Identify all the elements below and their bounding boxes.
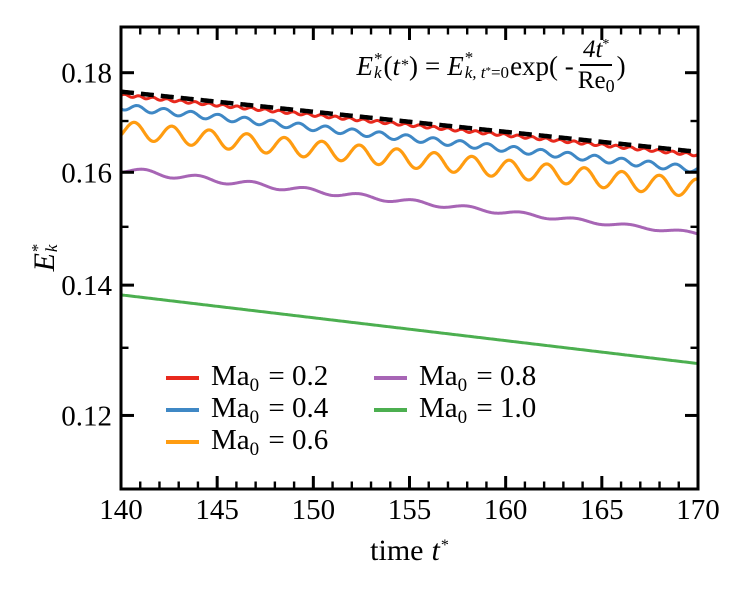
y-tick-label: 0.16 [61,157,112,189]
legend-swatch-ma-1.0 [374,408,407,412]
eq-open-paren: ( [383,50,393,81]
legend-item-ma-0.2: Ma0 = 0.2 [166,359,374,396]
y-tick-label: 0.12 [61,400,112,432]
x-tick-label: 140 [99,494,143,526]
eq-lhs-supsub: * k [373,48,383,82]
curve-ma-0.8 [121,167,698,236]
legend-item-ma-1.0: Ma0 = 1.0 [374,391,537,428]
x-tick-label: 145 [195,494,239,526]
x-tick-label: 170 [676,494,720,526]
legend: Ma0 = 0.2 Ma0 = 0.4 Ma0 = 0.6 Ma0 = 0.8 … [166,359,537,460]
x-tick-label: 155 [388,494,432,526]
legend-label: Ma0 = 1.0 [419,391,537,428]
x-axis-label: time t* [370,534,449,567]
x-tick-label: 150 [292,494,336,526]
legend-label: Ma0 = 0.8 [419,359,537,396]
legend-column-2: Ma0 = 0.8 Ma0 = 1.0 [374,359,537,458]
curve-ma-0.2 [121,92,698,158]
eq-rhs-supsub: * k, t*=0 [464,48,510,82]
legend-item-ma-0.4: Ma0 = 0.4 [166,391,374,428]
eq-end-paren: ) [616,50,626,81]
legend-item-ma-0.6: Ma0 = 0.6 [166,423,374,460]
legend-swatch-ma-0.6 [166,440,199,444]
curve-ma-0.4 [121,104,698,174]
x-tick-label: 160 [484,494,528,526]
eq-close-paren: ) [408,50,418,81]
curve-ma-1.0 [121,293,698,366]
legend-swatch-ma-0.2 [166,376,199,380]
eq-fraction: 4t* Re0 [577,35,615,96]
curve-ma-0.6 [121,120,698,198]
legend-label: Ma0 = 0.2 [211,359,329,396]
legend-item-ma-0.8: Ma0 = 0.8 [374,359,537,396]
eq-lhs-E: E [356,50,373,81]
x-tick-label: 165 [580,494,624,526]
eq-rhs-E: E [447,50,464,81]
legend-label: Ma0 = 0.4 [211,391,329,428]
y-axis-label: E * k [27,243,62,272]
eq-equals: = [424,50,441,81]
legend-column-1: Ma0 = 0.2 Ma0 = 0.4 Ma0 = 0.6 [166,359,374,460]
legend-label: Ma0 = 0.6 [211,423,329,460]
decay-equation: E * k(t *) = E * k, t*=0 exp( -4t* Re0) [356,35,626,96]
curve-theory [121,89,698,155]
eq-exp: exp( - [510,50,574,81]
plot-border [119,25,700,491]
y-tick-label: 0.14 [61,270,112,302]
legend-swatch-ma-0.4 [166,408,199,412]
legend-swatch-ma-0.8 [374,376,407,380]
y-tick-label: 0.18 [61,58,112,90]
eq-arg-t: t [392,50,400,81]
